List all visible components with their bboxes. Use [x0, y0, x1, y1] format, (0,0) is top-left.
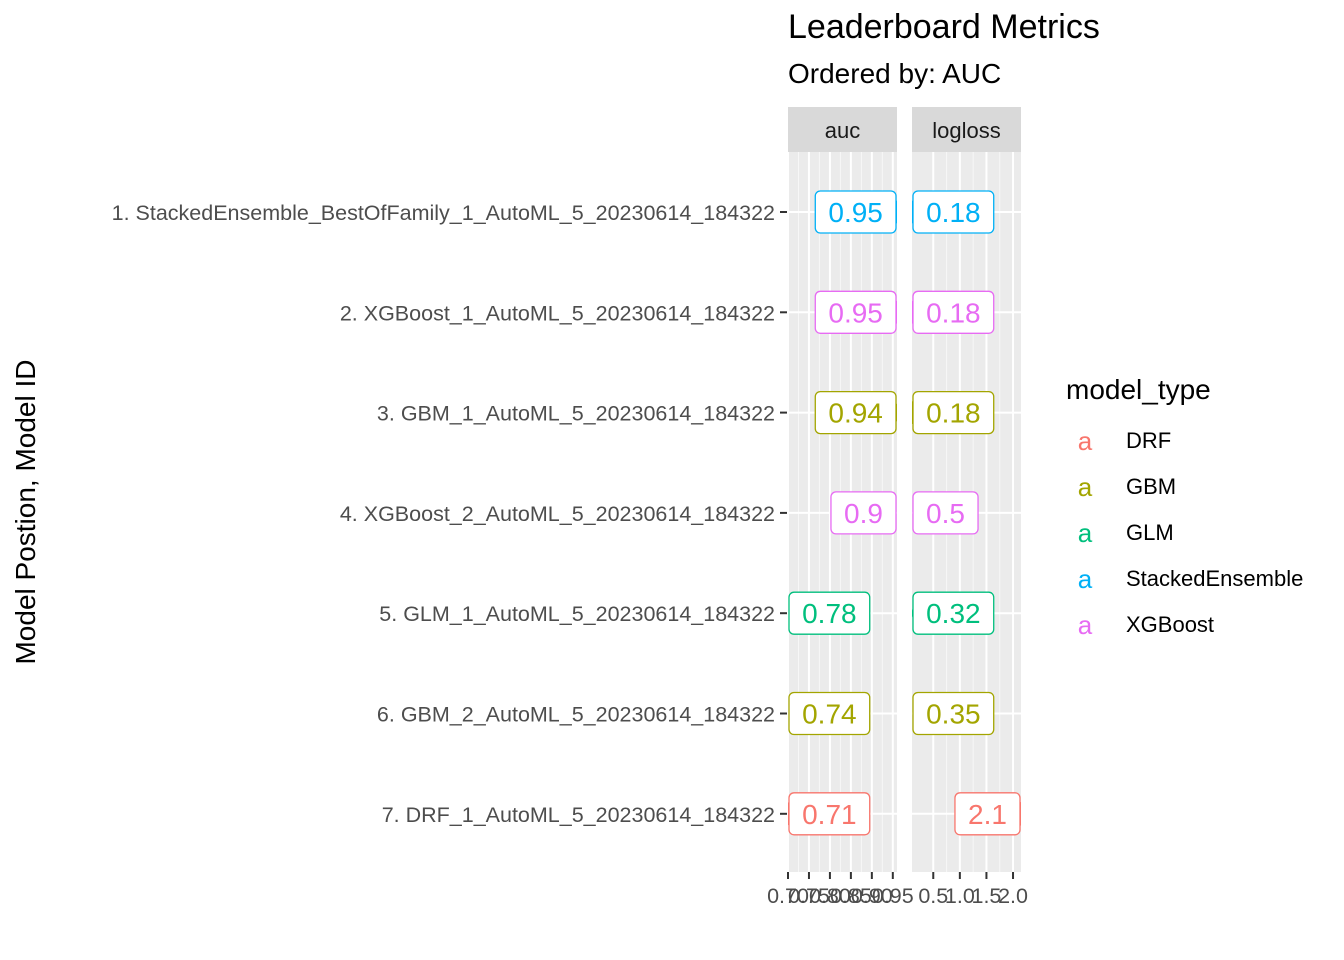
legend-label-drf: DRF — [1126, 428, 1172, 453]
facet-strip-label: auc — [825, 118, 860, 143]
data-label-box — [954, 792, 1021, 836]
x-tick-label: 0.95 — [872, 884, 914, 908]
data-label-box — [814, 190, 897, 234]
facet-strip — [912, 107, 1021, 152]
data-label-box — [912, 290, 995, 334]
legend-item-xgboost: a XGBoost — [1066, 602, 1303, 648]
data-label: 0.18 — [926, 398, 981, 429]
y-tick-label: 4. XGBoost_2_AutoML_5_20230614_184322 — [340, 502, 775, 526]
legend-label-xgboost: XGBoost — [1126, 612, 1215, 637]
x-tick-label: 0.5 — [918, 884, 948, 908]
y-tick-label: 2. XGBoost_1_AutoML_5_20230614_184322 — [340, 301, 775, 325]
data-label: 0.78 — [802, 598, 857, 629]
legend-key-stackedensemble: a — [1077, 563, 1093, 594]
legend-key-gbm: a — [1077, 471, 1093, 502]
y-tick-label: 1. StackedEnsemble_BestOfFamily_1_AutoML… — [112, 201, 775, 225]
data-label-box — [912, 390, 995, 435]
data-label: 0.74 — [802, 699, 857, 730]
x-tick-label: 0.80 — [809, 884, 851, 908]
legend-item-gbm: a GBM — [1066, 464, 1303, 510]
data-label: 0.95 — [828, 297, 883, 328]
data-label: 2.1 — [968, 799, 1007, 830]
chart-subtitle: Ordered by: AUC — [788, 58, 1002, 89]
legend-item-glm: a GLM — [1066, 510, 1303, 556]
x-tick-label: 0.85 — [830, 884, 872, 908]
data-label: 0.9 — [844, 498, 883, 529]
data-label-box — [814, 290, 897, 334]
data-label: 0.94 — [828, 398, 883, 429]
data-label: 0.35 — [926, 699, 981, 730]
facet-strip — [788, 107, 897, 152]
facet-strip-label: logloss — [932, 118, 1000, 143]
legend-title: model_type — [1066, 374, 1211, 405]
legend-key-glm: a — [1077, 517, 1093, 548]
x-tick-label: 1.0 — [945, 884, 975, 908]
x-tick-label: 1.5 — [971, 884, 1001, 908]
legend-label-glm: GLM — [1126, 520, 1174, 545]
y-tick-label: 5. GLM_1_AutoML_5_20230614_184322 — [379, 602, 775, 626]
x-tick-label: 0.90 — [851, 884, 893, 908]
data-label-box — [912, 591, 995, 635]
data-label-box — [912, 491, 979, 535]
data-label-box — [788, 691, 871, 736]
data-label: 0.18 — [926, 197, 981, 228]
data-label: 0.18 — [926, 297, 981, 328]
data-label-box — [830, 491, 897, 535]
data-label-box — [912, 190, 995, 234]
legend-item-stackedensemble: a StackedEnsemble — [1066, 556, 1304, 602]
legend-label-gbm: GBM — [1126, 474, 1177, 499]
legend: model_type a DRF a GBM a GLM a StackedEn… — [1066, 374, 1303, 648]
legend-label-stackedensemble: StackedEnsemble — [1126, 566, 1304, 591]
data-label-box — [912, 691, 995, 736]
y-tick-label: 7. DRF_1_AutoML_5_20230614_184322 — [382, 803, 775, 827]
x-tick-label: 0.75 — [788, 884, 830, 908]
data-label: 0.5 — [926, 498, 965, 529]
x-tick-label: 0.70 — [767, 884, 809, 908]
data-label: 0.32 — [926, 598, 981, 629]
data-label: 0.71 — [802, 799, 857, 830]
data-label-box — [788, 792, 871, 836]
legend-key-xgboost: a — [1077, 609, 1093, 640]
data-label-box — [788, 591, 871, 635]
data-label-box — [814, 390, 897, 435]
chart-title: Leaderboard Metrics — [788, 8, 1100, 46]
x-tick-label: 2.0 — [998, 884, 1028, 908]
legend-item-drf: a DRF — [1066, 418, 1303, 464]
data-label: 0.95 — [828, 197, 883, 228]
y-tick-label: 3. GBM_1_AutoML_5_20230614_184322 — [377, 402, 775, 426]
legend-key-drf: a — [1077, 425, 1093, 456]
y-tick-label: 6. GBM_2_AutoML_5_20230614_184322 — [377, 703, 775, 727]
